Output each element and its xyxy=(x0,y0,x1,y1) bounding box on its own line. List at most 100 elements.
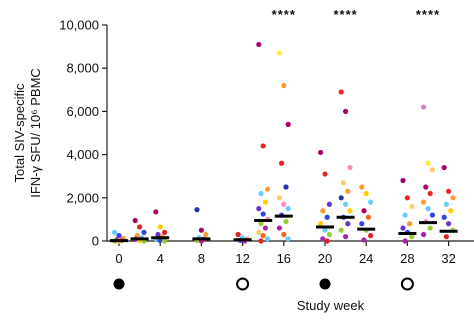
data-point xyxy=(345,221,351,227)
data-point xyxy=(262,199,268,205)
data-point xyxy=(448,208,454,214)
y-tick-label: 2,000 xyxy=(66,190,99,205)
data-point xyxy=(423,184,429,190)
data-point xyxy=(320,208,326,214)
y-tick-label: 10,000 xyxy=(59,18,99,33)
data-point xyxy=(407,221,413,227)
data-point xyxy=(343,234,349,240)
data-point xyxy=(283,218,289,225)
data-point xyxy=(400,225,406,231)
y-tick-label: 4,000 xyxy=(66,147,99,162)
data-point xyxy=(132,217,138,224)
data-point xyxy=(427,190,433,197)
data-point xyxy=(318,149,324,156)
data-point xyxy=(256,41,262,48)
data-point xyxy=(450,195,456,201)
data-point xyxy=(318,221,324,227)
y-axis-title-line: IFN-γ SFU/ 10⁶ PBMC xyxy=(28,68,43,198)
data-point xyxy=(137,224,143,230)
data-point xyxy=(194,207,200,213)
data-point xyxy=(260,211,266,217)
data-point xyxy=(276,50,282,56)
axes xyxy=(106,25,474,242)
data-point xyxy=(326,201,332,207)
data-point xyxy=(116,233,122,239)
data-point xyxy=(285,236,291,242)
data-point xyxy=(235,231,241,238)
data-point xyxy=(443,234,449,240)
data-point xyxy=(322,171,328,177)
data-point xyxy=(157,224,163,230)
data-point xyxy=(429,212,435,218)
data-point xyxy=(338,195,344,201)
filled-circle-marker xyxy=(319,278,331,290)
significance-stars: **** xyxy=(333,7,357,22)
data-point xyxy=(338,89,344,95)
data-point xyxy=(258,221,264,227)
data-point xyxy=(361,208,367,214)
data-point xyxy=(400,177,406,184)
data-point xyxy=(446,221,452,227)
data-point xyxy=(258,190,264,197)
data-point xyxy=(283,184,289,190)
y-tick-label: 6,000 xyxy=(66,104,99,119)
x-tick-label: 20 xyxy=(318,251,332,266)
x-tick-label: 8 xyxy=(198,251,205,266)
data-point xyxy=(359,184,365,190)
data-point xyxy=(338,227,344,233)
data-point xyxy=(203,231,209,238)
open-circle-marker xyxy=(236,277,250,291)
data-point xyxy=(326,231,332,238)
data-point xyxy=(409,234,415,240)
x-tick-label: 16 xyxy=(277,251,291,266)
significance-stars: **** xyxy=(272,7,296,22)
x-tick-label: 28 xyxy=(400,251,414,266)
data-point xyxy=(256,206,262,212)
data-point xyxy=(347,208,353,214)
data-point xyxy=(421,104,427,110)
median-bars xyxy=(110,214,458,243)
data-point xyxy=(347,164,353,171)
open-circle-marker xyxy=(400,277,414,291)
data-point xyxy=(324,214,330,220)
data-point xyxy=(260,143,266,149)
data-point xyxy=(402,238,408,244)
data-point xyxy=(258,238,264,244)
data-point xyxy=(276,225,282,231)
x-tick-label: 12 xyxy=(235,251,249,266)
data-point xyxy=(443,201,449,207)
y-axis-ticks: 0 2,000 4,000 6,000 8,000 10,000 xyxy=(59,18,107,249)
data-point xyxy=(281,231,287,238)
data-point xyxy=(324,238,330,244)
x-axis-title: Study week xyxy=(297,298,365,313)
data-point xyxy=(425,206,431,212)
data-point xyxy=(153,209,159,215)
data-point xyxy=(343,108,349,114)
significance-labels: **** **** **** xyxy=(272,7,439,22)
data-point xyxy=(198,227,204,233)
data-point xyxy=(345,188,351,194)
data-point xyxy=(162,229,168,235)
x-axis-ticks: 0 4 8 12 16 20 24 28 32 xyxy=(115,241,456,266)
y-axis-title: Total SIV-specific IFN-γ SFU/ 10⁶ PBMC xyxy=(12,68,43,198)
data-point xyxy=(365,214,371,220)
data-point xyxy=(421,199,427,205)
data-point xyxy=(429,167,435,173)
data-point xyxy=(368,233,374,239)
data-point xyxy=(265,186,271,192)
data-point xyxy=(265,236,271,242)
data-point xyxy=(441,164,447,171)
data-point xyxy=(260,233,266,239)
data-point xyxy=(281,201,287,207)
data-point xyxy=(155,231,161,238)
data-point xyxy=(368,199,374,205)
y-axis-title-line: Total SIV-specific xyxy=(12,83,27,182)
data-point xyxy=(281,82,287,89)
filled-circle-marker xyxy=(113,278,125,290)
data-point xyxy=(343,201,349,207)
x-tick-label: 0 xyxy=(115,251,122,266)
data-point xyxy=(404,195,410,201)
x-tick-label: 24 xyxy=(359,251,373,266)
data-points xyxy=(112,41,456,244)
